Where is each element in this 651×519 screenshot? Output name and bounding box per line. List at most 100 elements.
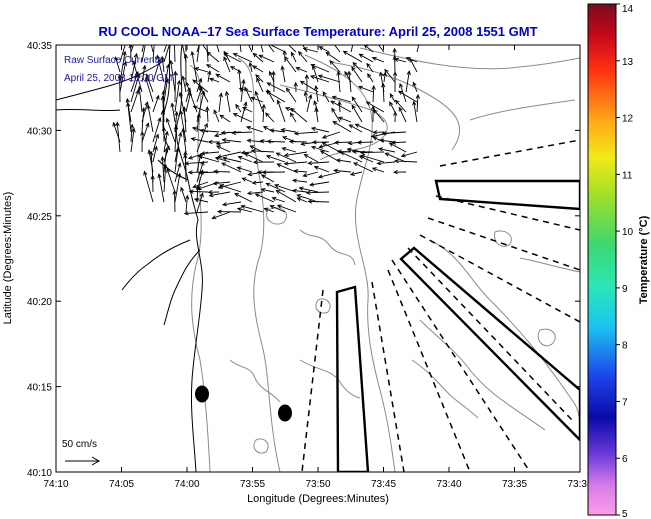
chart-title: RU COOL NOAA–17 Sea Surface Temperature:… xyxy=(98,24,537,39)
current-vector-arrow-icon xyxy=(145,73,154,93)
x-axis-label: Longitude (Degrees:Minutes) xyxy=(247,493,389,505)
current-vector-arrow-icon xyxy=(314,84,319,103)
current-vector-arrow-icon xyxy=(232,53,253,63)
current-vector-arrow-icon xyxy=(130,52,139,83)
current-vector-arrow-icon xyxy=(208,191,231,198)
current-vector-arrow-icon xyxy=(290,107,308,123)
current-vector-arrow-icon xyxy=(397,90,418,103)
current-vector-arrow-icon xyxy=(416,45,420,53)
current-vector-arrow-icon xyxy=(376,161,396,166)
colorbar-gradient xyxy=(587,3,617,516)
current-vector-arrow-icon xyxy=(174,79,182,113)
current-vector-arrow-icon xyxy=(119,45,128,63)
plot-background xyxy=(56,45,580,472)
current-vector-arrow-icon xyxy=(224,90,231,113)
current-vector-arrow-icon xyxy=(231,130,253,135)
current-vector-arrow-icon xyxy=(140,130,145,153)
current-vector-arrow-icon xyxy=(337,116,352,123)
vectors-annotation-line1: Raw Surface Currents xyxy=(64,55,162,66)
current-vector-arrow-icon xyxy=(157,173,165,203)
current-vector-arrow-icon xyxy=(317,171,341,179)
current-vector-arrow-icon xyxy=(216,45,220,53)
current-vector-arrow-icon xyxy=(260,187,275,193)
current-vector-arrow-icon xyxy=(298,50,308,63)
current-vector-arrow-icon xyxy=(260,174,275,183)
colorbar-tick-label: 14 xyxy=(622,4,634,15)
current-vector-arrow-icon xyxy=(307,161,330,166)
radar-site-marker xyxy=(195,385,209,403)
current-vector-arrow-icon xyxy=(221,138,242,143)
current-vector-arrow-icon xyxy=(174,131,183,163)
current-vector-arrow-icon xyxy=(141,64,147,83)
current-vector-arrow-icon xyxy=(173,70,178,103)
current-vector-arrow-icon xyxy=(258,54,275,63)
colorbar-tick-label: 7 xyxy=(622,397,628,408)
current-vector-arrow-icon xyxy=(271,70,276,93)
current-vector-arrow-icon xyxy=(223,53,242,63)
current-vector-arrow-icon xyxy=(196,45,200,53)
current-vector-arrow-icon xyxy=(163,45,168,53)
current-vector-arrow-icon xyxy=(196,153,203,173)
x-tick-label: 73:35 xyxy=(502,479,527,490)
current-vector-arrow-icon xyxy=(293,81,298,93)
current-vector-arrow-icon xyxy=(184,161,209,166)
current-vector-arrow-icon xyxy=(291,188,308,193)
current-vector-arrow-icon xyxy=(354,123,374,133)
current-vector-arrow-icon xyxy=(393,170,407,175)
current-vector-arrow-icon xyxy=(179,109,187,143)
current-vector-arrow-icon xyxy=(276,163,297,173)
current-vector-arrow-icon xyxy=(252,160,275,165)
current-vector-arrow-icon xyxy=(331,107,341,123)
current-vector-arrow-icon xyxy=(174,162,182,183)
current-vector-arrow-icon xyxy=(271,196,286,203)
current-vector-arrow-icon xyxy=(280,65,286,83)
current-vector-arrow-icon xyxy=(293,131,319,136)
current-vector-arrow-icon xyxy=(114,56,121,73)
current-vector-arrow-icon xyxy=(311,140,330,145)
x-tick-label: 73:50 xyxy=(305,479,330,490)
current-vector-arrow-icon xyxy=(130,127,136,153)
colorbar-tick-label: 6 xyxy=(622,454,628,465)
current-vector-arrow-icon xyxy=(412,81,418,93)
current-vector-arrow-icon xyxy=(163,145,170,163)
current-vector-arrow-icon xyxy=(193,197,209,203)
current-vector-arrow-icon xyxy=(250,96,264,103)
x-tick-label: 73:30 xyxy=(567,479,592,490)
current-vector-arrow-icon xyxy=(152,133,160,153)
current-vector-arrow-icon xyxy=(174,172,182,203)
colorbar-tick-label: 9 xyxy=(622,284,628,295)
current-vector-arrow-icon xyxy=(117,73,122,103)
current-vector-arrow-icon xyxy=(161,126,167,143)
current-vector-arrow-icon xyxy=(212,169,231,174)
current-vector-arrow-icon xyxy=(393,158,418,164)
current-vector-arrow-icon xyxy=(384,152,407,163)
surface-current-vectors xyxy=(112,45,420,220)
current-vector-arrow-icon xyxy=(115,121,121,153)
x-tick-label: 74:10 xyxy=(43,479,68,490)
current-vector-arrow-icon xyxy=(217,209,242,214)
current-vector-arrow-icon xyxy=(206,51,220,63)
current-vector-arrow-icon xyxy=(398,106,407,123)
current-vector-arrow-icon xyxy=(266,45,275,53)
current-vector-arrow-icon xyxy=(220,130,242,135)
current-vector-arrow-icon xyxy=(295,66,308,73)
current-vector-arrow-icon xyxy=(252,52,264,63)
colorbar-tick-label: 11 xyxy=(622,170,633,181)
current-vector-arrow-icon xyxy=(276,204,297,213)
current-vector-arrow-icon xyxy=(373,108,385,123)
current-vector-arrow-icon xyxy=(240,150,253,155)
current-vector-arrow-icon xyxy=(172,189,177,213)
current-vector-arrow-icon xyxy=(371,56,385,63)
current-vector-arrow-icon xyxy=(329,59,341,73)
current-vector-arrow-icon xyxy=(366,62,374,73)
current-vector-arrow-icon xyxy=(260,45,264,53)
y-tick-label: 40:15 xyxy=(27,383,52,394)
current-vector-arrow-icon xyxy=(163,78,169,103)
current-vector-arrow-icon xyxy=(192,181,209,189)
current-vector-arrow-icon xyxy=(129,123,135,143)
current-vector-arrow-icon xyxy=(199,128,220,133)
current-vector-arrow-icon xyxy=(213,109,220,123)
current-vector-arrow-icon xyxy=(141,122,150,143)
current-vector-arrow-icon xyxy=(384,68,396,83)
current-vector-arrow-icon xyxy=(246,191,264,196)
